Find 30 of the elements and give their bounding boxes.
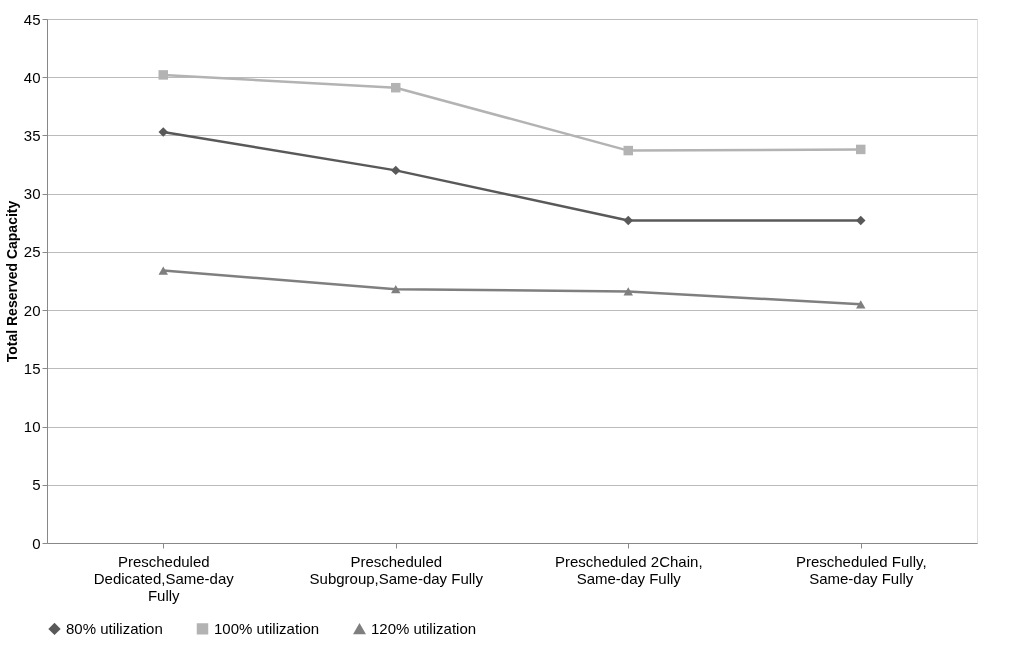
y-tick-label: 30 [23, 185, 41, 203]
y-tick-label: 5 [32, 476, 41, 494]
point [391, 165, 401, 176]
point [856, 144, 866, 155]
y-tick-label: 35 [23, 126, 41, 144]
legend-label: 80% utilization [66, 619, 163, 637]
y-tick-label: 40 [23, 68, 41, 86]
point [158, 127, 168, 137]
x-tick-label: Prescheduled 2Chain, Same-day Fully [554, 552, 703, 587]
point [158, 266, 168, 275]
x-tick-label: Prescheduled Dedicated,Same-day Fully [93, 552, 235, 604]
y-tick-label: 25 [23, 243, 41, 261]
y-tick-label: 20 [23, 301, 41, 319]
y-tick-label: 0 [32, 534, 41, 552]
point [391, 285, 401, 294]
point [856, 300, 866, 309]
legend-label: 120% utilization [371, 620, 477, 638]
point [623, 287, 633, 296]
x-tick-label: Prescheduled Subgroup,Same-day Fully [309, 552, 484, 587]
point [856, 215, 866, 226]
y-tick-label: 45 [23, 10, 41, 28]
point [623, 145, 633, 156]
y-tick-label: 15 [23, 359, 41, 377]
point [158, 70, 168, 80]
point [623, 215, 633, 226]
point [391, 82, 401, 93]
x-tick-label: Prescheduled Fully, Same-day Fully [795, 552, 927, 587]
y-tick-label: 10 [23, 418, 41, 436]
legend-label: 100% utilization [214, 619, 320, 637]
y-axis-title: Total Reserved Capacity [3, 200, 20, 363]
